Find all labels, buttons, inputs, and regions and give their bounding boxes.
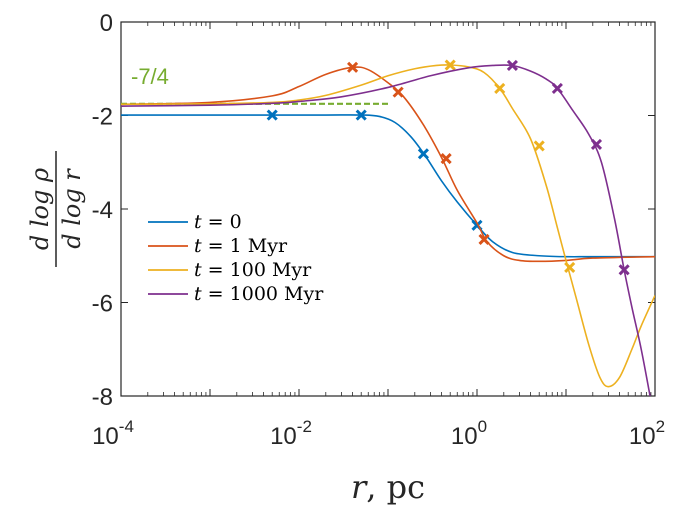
y-axis-denominator: d log r	[58, 168, 86, 249]
x-axis-separator: ,	[366, 468, 386, 506]
x-tick-label: 102	[629, 417, 665, 450]
y-tick-label: -8	[92, 384, 113, 411]
x-tick-label: 10-2	[270, 417, 312, 450]
x-tick-exponent: 0	[478, 417, 487, 436]
series-line-2	[121, 64, 655, 388]
series-marker-0	[266, 109, 278, 121]
y-tick-label: 0	[100, 10, 113, 37]
plot-area	[121, 59, 655, 396]
series-marker-2	[533, 140, 545, 152]
legend-label-3: t = 1000 Myr	[194, 283, 324, 305]
series-marker-3	[618, 264, 630, 276]
legend-value: = 1000 Myr	[202, 283, 325, 305]
series-marker-3	[590, 138, 603, 151]
y-tick-label: -2	[92, 104, 113, 131]
x-axis-unit: pc	[387, 468, 425, 506]
legend-variable: t	[194, 283, 202, 305]
x-tick-mantissa: 10	[629, 423, 656, 450]
series-marker-0	[355, 109, 367, 121]
series-line-3	[121, 64, 651, 396]
legend-variable: t	[194, 235, 202, 257]
legend-label-2: t = 100 Myr	[194, 259, 312, 281]
legend-value: = 1 Myr	[202, 235, 288, 257]
reference-annotation: -7/4	[131, 64, 169, 89]
legend-variable: t	[194, 211, 202, 233]
series-marker-1	[440, 152, 452, 165]
series-marker-3	[551, 82, 563, 94]
x-tick-exponent: -4	[119, 417, 134, 436]
axes-frame	[120, 21, 656, 397]
x-tick-mantissa: 10	[270, 423, 297, 450]
y-tick-label: -6	[92, 291, 113, 318]
x-axis-label: r, pc	[351, 468, 425, 506]
y-axis-numerator: d log ρ	[26, 168, 54, 250]
reference-line-label: -7/4	[131, 64, 169, 89]
legend-label-1: t = 1 Myr	[194, 235, 288, 257]
series-marker-3	[506, 59, 518, 72]
legend-value: = 100 Myr	[202, 259, 312, 281]
x-tick-label: 100	[451, 417, 487, 450]
series-marker-0	[417, 148, 429, 160]
series-marker-2	[494, 82, 506, 94]
y-axis-label: d log ρ d log r	[26, 151, 86, 267]
x-tick-mantissa: 10	[451, 423, 478, 450]
legend-variable: t	[194, 259, 202, 281]
x-tick-exponent: -2	[297, 417, 312, 436]
legend-label-0: t = 0	[194, 211, 242, 233]
x-axis-variable: r	[351, 468, 368, 506]
series-marker-2	[444, 59, 456, 71]
axes-box	[120, 21, 656, 397]
series-line-0	[121, 114, 655, 258]
series-marker-2	[564, 261, 576, 273]
x-tick-exponent: 2	[656, 417, 665, 436]
legend-value: = 0	[202, 211, 242, 233]
series-marker-1	[392, 86, 404, 98]
y-tick-label: -4	[92, 197, 113, 224]
series-marker-1	[347, 61, 359, 73]
series-line-1	[121, 66, 655, 263]
series-marker-1	[478, 233, 490, 245]
x-tick-label: 10-4	[92, 417, 134, 450]
x-tick-mantissa: 10	[92, 423, 119, 450]
axis-labels: r, pc d log ρ d log r	[26, 151, 425, 506]
